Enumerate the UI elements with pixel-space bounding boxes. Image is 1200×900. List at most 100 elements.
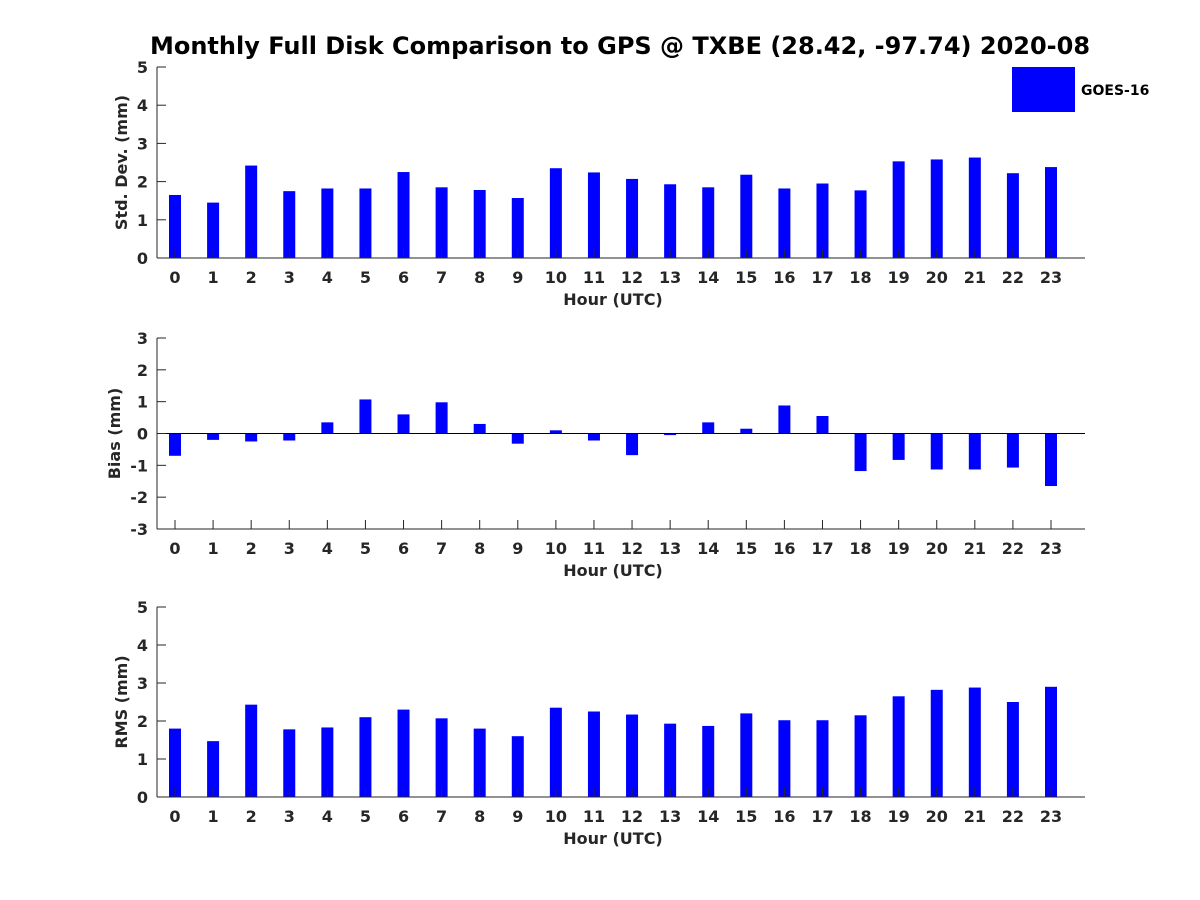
stddev-bar-3 bbox=[283, 191, 296, 258]
stddev-bar-15 bbox=[740, 174, 753, 258]
bias-xtick-label: 3 bbox=[284, 539, 295, 558]
rms-bar-21 bbox=[968, 687, 981, 797]
bias-ytick-label: 2 bbox=[137, 361, 148, 380]
rms-xtick-label: 10 bbox=[545, 807, 567, 826]
rms-xtick-label: 2 bbox=[246, 807, 257, 826]
rms-xtick-label: 16 bbox=[773, 807, 795, 826]
rms-ylabel: RMS (mm) bbox=[112, 655, 131, 748]
stddev-xtick-label: 22 bbox=[1002, 268, 1024, 287]
bias-xtick-label: 14 bbox=[697, 539, 719, 558]
bias-bar-9 bbox=[511, 433, 524, 444]
stddev-bar-7 bbox=[435, 187, 448, 258]
rms-xtick-label: 5 bbox=[360, 807, 371, 826]
rms-xtick-label: 1 bbox=[208, 807, 219, 826]
stddev-bar-2 bbox=[245, 165, 258, 258]
bias-bar-14 bbox=[702, 422, 715, 434]
rms-ytick-label: 1 bbox=[137, 750, 148, 769]
rms-xlabel: Hour (UTC) bbox=[563, 829, 663, 848]
rms-xtick-label: 17 bbox=[811, 807, 833, 826]
bias-bar-12 bbox=[626, 433, 639, 456]
rms-bar-13 bbox=[664, 723, 677, 797]
rms-bar-23 bbox=[1045, 686, 1057, 797]
stddev-bar-20 bbox=[930, 159, 943, 258]
rms-xtick-label: 11 bbox=[583, 807, 605, 826]
stddev-bar-0 bbox=[169, 194, 181, 258]
rms-ytick-label: 5 bbox=[137, 598, 148, 617]
stddev-xlabel: Hour (UTC) bbox=[563, 290, 663, 309]
bias-xtick-label: 2 bbox=[246, 539, 257, 558]
stddev-bar-4 bbox=[321, 188, 334, 258]
rms-ytick-label: 2 bbox=[137, 712, 148, 731]
stddev-xtick-label: 10 bbox=[545, 268, 567, 287]
bias-xtick-label: 1 bbox=[208, 539, 219, 558]
rms-bar-11 bbox=[587, 711, 600, 797]
legend-label: GOES-16 bbox=[1081, 83, 1149, 99]
bias-xtick-label: 7 bbox=[436, 539, 447, 558]
rms-bar-20 bbox=[930, 689, 943, 797]
rms-ytick-label: 3 bbox=[137, 674, 148, 693]
rms-bar-17 bbox=[816, 720, 829, 797]
rms-xtick-label: 13 bbox=[659, 807, 681, 826]
rms-bar-8 bbox=[473, 728, 486, 797]
bias-bar-18 bbox=[854, 433, 867, 472]
rms-xtick-label: 21 bbox=[964, 807, 986, 826]
bias-bar-15 bbox=[740, 428, 753, 434]
legend-swatch bbox=[1012, 67, 1075, 112]
bias-xtick-label: 13 bbox=[659, 539, 681, 558]
bias-bar-19 bbox=[892, 433, 905, 460]
stddev-ytick-label: 2 bbox=[137, 173, 148, 192]
stddev-bar-23 bbox=[1045, 167, 1057, 258]
bias-bar-5 bbox=[359, 399, 372, 434]
rms-bar-6 bbox=[397, 709, 410, 797]
bias-bar-17 bbox=[816, 415, 829, 434]
bias-xtick-label: 5 bbox=[360, 539, 371, 558]
rms-bar-0 bbox=[169, 728, 181, 797]
bias-xtick-label: 6 bbox=[398, 539, 409, 558]
rms-xtick-label: 7 bbox=[436, 807, 447, 826]
stddev-ytick-label: 1 bbox=[137, 211, 148, 230]
bias-bar-22 bbox=[1006, 433, 1019, 468]
rms-xtick-label: 0 bbox=[169, 807, 180, 826]
rms-bar-2 bbox=[245, 704, 258, 797]
stddev-ytick-label: 5 bbox=[137, 58, 148, 77]
stddev-ytick-label: 4 bbox=[137, 96, 148, 115]
bias-bar-3 bbox=[283, 433, 296, 441]
rms-bar-18 bbox=[854, 715, 867, 797]
stddev-ytick-label: 3 bbox=[137, 134, 148, 153]
rms-bar-5 bbox=[359, 717, 372, 797]
bias-bar-4 bbox=[321, 422, 334, 434]
stddev-xtick-label: 11 bbox=[583, 268, 605, 287]
stddev-xtick-label: 4 bbox=[322, 268, 333, 287]
rms-bar-9 bbox=[511, 736, 524, 797]
stddev-xtick-label: 7 bbox=[436, 268, 447, 287]
stddev-xtick-label: 12 bbox=[621, 268, 643, 287]
bias-xtick-label: 16 bbox=[773, 539, 795, 558]
bias-bar-8 bbox=[473, 423, 486, 434]
rms-ytick-label: 4 bbox=[137, 636, 148, 655]
stddev-xtick-label: 2 bbox=[246, 268, 257, 287]
rms-bar-22 bbox=[1006, 702, 1019, 797]
bias-bar-10 bbox=[549, 430, 562, 434]
bias-xlabel: Hour (UTC) bbox=[563, 561, 663, 580]
rms-bar-14 bbox=[702, 725, 715, 797]
stddev-bar-8 bbox=[473, 190, 486, 258]
stddev-bar-18 bbox=[854, 190, 867, 258]
stddev-xtick-label: 6 bbox=[398, 268, 409, 287]
bias-xtick-label: 11 bbox=[583, 539, 605, 558]
bias-xtick-label: 21 bbox=[964, 539, 986, 558]
stddev-xtick-label: 19 bbox=[888, 268, 910, 287]
bias-xtick-label: 4 bbox=[322, 539, 333, 558]
stddev-xtick-label: 0 bbox=[169, 268, 180, 287]
bias-bar-2 bbox=[245, 433, 258, 442]
rms-bar-19 bbox=[892, 696, 905, 797]
stddev-xtick-label: 17 bbox=[811, 268, 833, 287]
stddev-bar-1 bbox=[207, 202, 220, 258]
rms-xtick-label: 8 bbox=[474, 807, 485, 826]
stddev-xtick-label: 21 bbox=[964, 268, 986, 287]
stddev-xtick-label: 20 bbox=[926, 268, 948, 287]
stddev-xtick-label: 18 bbox=[849, 268, 871, 287]
